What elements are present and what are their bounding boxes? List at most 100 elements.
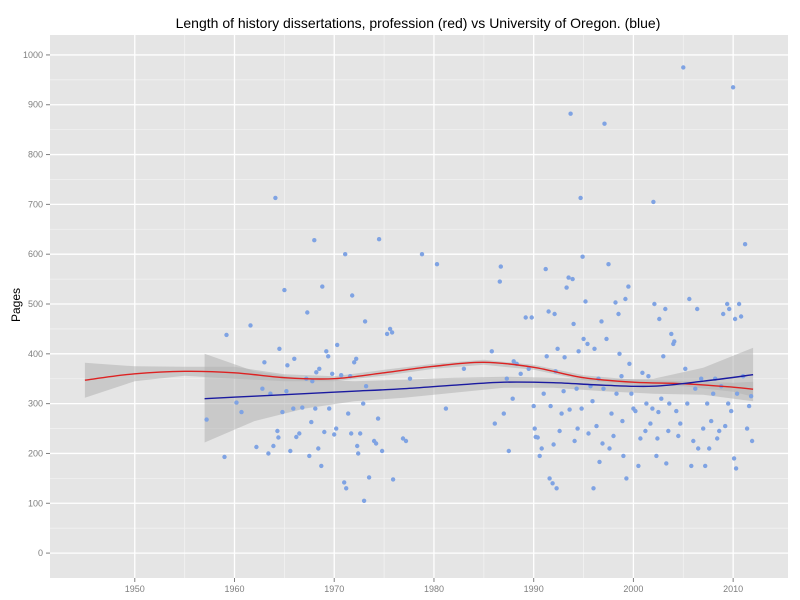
data-point — [576, 349, 581, 354]
x-tick-label: 1990 — [524, 584, 544, 594]
data-point — [489, 349, 494, 354]
data-point — [669, 331, 674, 337]
data-point — [651, 199, 656, 205]
data-point — [648, 421, 653, 426]
data-point — [736, 301, 742, 307]
data-point — [580, 254, 585, 259]
data-point — [638, 436, 643, 441]
data-point — [526, 366, 531, 371]
data-point — [636, 463, 641, 469]
data-point — [574, 386, 579, 391]
confidence-band-2 — [204, 347, 754, 443]
data-point — [749, 438, 755, 444]
data-point — [342, 480, 347, 485]
data-point — [707, 446, 712, 451]
data-point — [591, 486, 596, 491]
data-point — [555, 346, 560, 351]
data-point — [732, 316, 738, 322]
data-point — [403, 438, 409, 444]
major-gridlines — [50, 35, 788, 578]
data-point — [366, 475, 372, 480]
data-point — [606, 262, 611, 267]
data-point — [566, 275, 571, 280]
data-point — [617, 351, 622, 356]
data-point — [335, 342, 340, 348]
data-point — [548, 403, 553, 409]
data-point — [543, 266, 548, 272]
data-point — [626, 284, 631, 289]
data-point — [685, 401, 690, 406]
data-point — [646, 374, 651, 379]
chart-title: Length of history dissertations, profess… — [176, 15, 661, 31]
data-point — [579, 406, 584, 411]
data-point — [599, 319, 604, 324]
data-point — [362, 319, 368, 324]
data-point — [344, 486, 349, 491]
data-point — [633, 408, 638, 414]
y-tick-label: 700 — [28, 199, 43, 209]
data-point — [551, 442, 556, 447]
data-point — [659, 396, 664, 401]
data-point — [260, 386, 265, 391]
data-point — [349, 431, 354, 436]
data-point — [319, 463, 324, 469]
data-point — [339, 373, 344, 378]
data-point — [611, 433, 616, 439]
data-point — [224, 332, 229, 338]
data-point — [733, 466, 739, 471]
data-point — [678, 421, 683, 426]
data-point — [354, 356, 359, 361]
data-point — [600, 441, 605, 446]
data-point — [705, 401, 710, 406]
data-point — [609, 411, 614, 416]
data-point — [363, 384, 369, 389]
data-point — [729, 408, 734, 414]
x-tick-label: 2010 — [723, 584, 743, 594]
data-point — [572, 438, 577, 444]
data-point — [725, 301, 730, 307]
data-point — [291, 406, 296, 411]
y-axis-label: Pages — [9, 288, 23, 322]
data-point — [657, 316, 662, 322]
data-point — [578, 195, 583, 201]
data-point — [324, 349, 329, 354]
data-point — [746, 403, 752, 409]
data-point — [285, 363, 290, 368]
data-point — [277, 346, 282, 351]
data-point — [317, 366, 322, 371]
data-point — [334, 426, 339, 431]
data-point — [407, 376, 413, 381]
data-point — [322, 429, 327, 435]
data-point — [356, 451, 361, 456]
data-point — [320, 284, 325, 289]
data-point — [343, 252, 348, 257]
data-point — [535, 435, 540, 440]
data-point — [748, 394, 754, 399]
data-point — [316, 446, 321, 451]
data-point — [532, 426, 537, 431]
data-point — [288, 448, 293, 454]
data-point — [544, 354, 549, 359]
data-point — [384, 331, 390, 337]
data-point — [498, 264, 503, 269]
data-point — [721, 311, 726, 317]
data-point — [604, 336, 609, 342]
data-point — [681, 65, 686, 70]
data-point — [683, 366, 688, 371]
data-point — [531, 403, 536, 409]
data-point — [561, 389, 566, 394]
data-point — [501, 411, 506, 416]
data-point — [730, 85, 736, 90]
x-tick-label: 1960 — [224, 584, 244, 594]
data-point — [656, 409, 661, 415]
data-point — [280, 409, 285, 415]
data-point — [546, 309, 551, 314]
data-point — [497, 279, 502, 284]
data-point — [583, 299, 588, 304]
data-point — [644, 401, 649, 406]
data-point — [568, 111, 573, 116]
y-tick-label: 900 — [28, 100, 43, 110]
data-point — [504, 376, 509, 381]
data-point — [292, 356, 297, 361]
data-point — [581, 336, 586, 342]
